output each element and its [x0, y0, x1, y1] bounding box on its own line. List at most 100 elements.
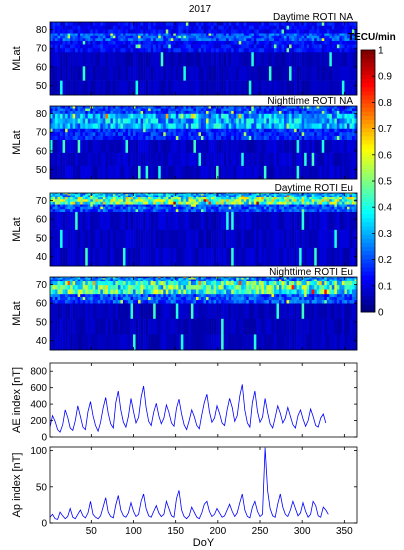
heatmap-cell — [258, 33, 262, 37]
heatmap-cell — [263, 51, 267, 67]
heatmap-cell — [55, 106, 58, 109]
heatmap-cell — [122, 247, 126, 267]
heatmap-cell — [75, 132, 78, 137]
heatmap-cell — [351, 334, 355, 351]
heatmap-cell — [140, 211, 144, 231]
heatmap-cell — [306, 152, 310, 167]
heatmap-cell — [336, 318, 340, 335]
heatmap-cell — [62, 206, 66, 210]
heatmap-cell — [266, 303, 270, 320]
heatmap-cell — [231, 25, 234, 30]
heatmap-cell — [65, 132, 68, 137]
heatmap-cell — [306, 66, 310, 81]
heatmap-cell — [170, 29, 174, 34]
heatmap-cell — [112, 193, 116, 195]
heatmap-cell — [100, 194, 104, 196]
heatmap-cell — [195, 44, 199, 49]
heatmap-cell — [346, 35, 350, 39]
heatmap-cell — [221, 118, 224, 124]
heatmap-cell — [243, 334, 247, 351]
heatmap-cell — [87, 229, 91, 249]
heatmap-cell — [92, 211, 96, 231]
heatmap-cell — [178, 303, 182, 320]
heatmap-cell — [309, 22, 313, 27]
heatmap-cell — [143, 132, 146, 137]
heatmap-cell — [122, 110, 126, 114]
heatmap-cell — [163, 29, 167, 34]
heatmap-cell — [218, 108, 222, 112]
heatmap-cell — [170, 165, 174, 180]
heatmap-cell — [324, 22, 328, 27]
heatmap-cell — [82, 318, 86, 335]
heatmap-cell — [72, 334, 76, 351]
heatmap-cell — [344, 209, 348, 213]
heatmap-cell — [286, 209, 290, 213]
heatmap-cell — [213, 80, 217, 96]
heatmap-cell — [349, 51, 353, 67]
heatmap-cell — [286, 318, 290, 335]
heatmap-cell — [316, 35, 320, 39]
heatmap-cell — [70, 113, 73, 119]
heatmap-cell — [233, 29, 237, 34]
heatmap-cell — [216, 44, 219, 49]
heatmap-cell — [281, 108, 285, 112]
heatmap-cell — [266, 194, 270, 196]
heatmap-cell — [253, 128, 257, 133]
heatmap-cell — [183, 199, 187, 203]
heatmap-cell — [158, 123, 162, 129]
heatmap-cell — [238, 334, 242, 351]
heatmap-cell — [112, 25, 116, 30]
heatmap-cell — [62, 33, 66, 37]
heatmap-cell — [203, 196, 207, 200]
heatmap-cell — [140, 318, 144, 335]
heatmap-cell — [341, 318, 345, 335]
heatmap-cell — [231, 110, 234, 114]
heatmap-cell — [294, 113, 297, 119]
heatmap-cell — [125, 132, 129, 137]
heatmap-cell — [316, 209, 320, 213]
heatmap-cell — [301, 201, 305, 205]
heatmap-cell — [122, 300, 126, 304]
heatmap-cell — [316, 66, 320, 81]
heatmap-cell — [163, 211, 167, 231]
heatmap-cell — [316, 334, 320, 351]
heatmap-cell — [173, 128, 177, 133]
heatmap-cell — [100, 193, 104, 195]
heatmap-cell — [143, 33, 146, 37]
heatmap-cell — [168, 318, 172, 335]
heatmap-cell — [316, 33, 320, 37]
heatmap-cell — [57, 128, 61, 133]
heatmap-cell — [326, 33, 330, 37]
heatmap-cell — [65, 293, 68, 298]
heatmap-cell — [90, 40, 94, 45]
heatmap-cell — [324, 194, 328, 196]
heatmap-cell — [329, 247, 333, 267]
heatmap-cell — [95, 44, 99, 49]
heatmap-cell — [163, 118, 167, 124]
heatmap-cell — [294, 118, 297, 124]
heatmap-cell — [324, 110, 328, 114]
heatmap-cell — [122, 66, 126, 81]
heatmap-cell — [143, 318, 146, 335]
heatmap-cell — [256, 201, 260, 205]
heatmap-cell — [95, 118, 99, 124]
heatmap-cell — [331, 118, 335, 124]
heatmap-cell — [253, 33, 257, 37]
heatmap-cell — [105, 135, 109, 140]
heatmap-cell — [165, 106, 169, 109]
heatmap-cell — [266, 334, 270, 351]
heatmap-cell — [238, 303, 242, 320]
heatmap-cell — [173, 48, 177, 53]
heatmap-cell — [67, 193, 71, 195]
heatmap-cell — [82, 152, 86, 167]
heatmap-cell — [75, 229, 78, 249]
heatmap-cell — [311, 51, 315, 67]
heatmap-cell — [211, 334, 214, 351]
heatmap-cell — [208, 113, 212, 119]
heatmap-cell — [311, 29, 315, 34]
heatmap-cell — [180, 29, 184, 34]
heatmap-cell — [97, 293, 101, 298]
heatmap-cell — [319, 44, 323, 49]
heatmap-cell — [341, 44, 345, 49]
heatmap-cell — [261, 108, 265, 112]
